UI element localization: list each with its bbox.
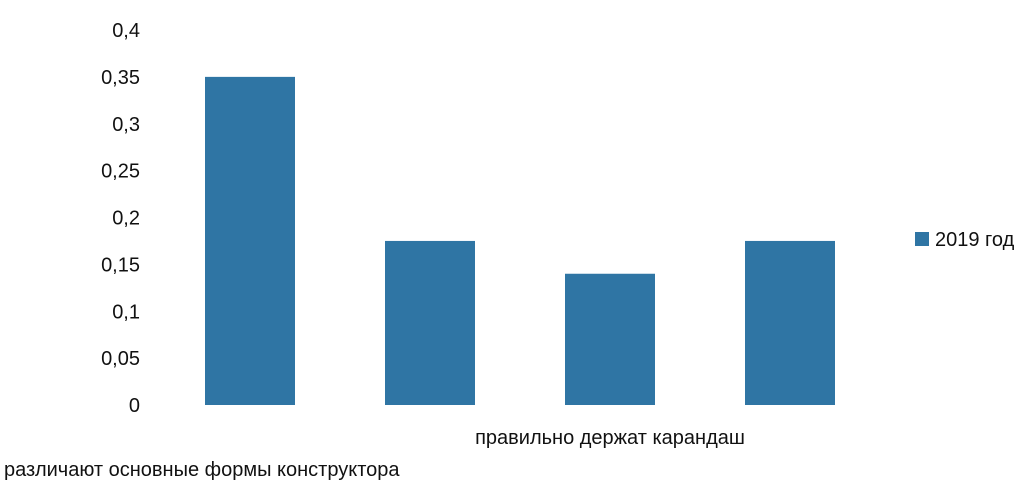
y-tick-label: 0,1 <box>112 301 140 323</box>
y-tick-label: 0,35 <box>101 67 140 89</box>
bars <box>205 76 835 405</box>
y-tick-label: 0,25 <box>101 161 140 183</box>
bar <box>205 76 295 405</box>
legend: 2019 год <box>915 229 1015 251</box>
bottom-category-label: различают основные формы конструктора <box>4 459 400 481</box>
y-tick-label: 0,2 <box>112 208 140 230</box>
bar <box>385 240 475 405</box>
y-tick-label: 0,3 <box>112 114 140 136</box>
y-tick-label: 0 <box>129 395 140 417</box>
bar <box>745 240 835 405</box>
y-tick-label: 0,15 <box>101 254 140 276</box>
category-label: правильно держат карандаш <box>475 427 745 449</box>
bar <box>565 273 655 405</box>
category-labels: правильно держат карандаш <box>475 427 745 449</box>
y-tick-label: 0,05 <box>101 348 140 370</box>
legend-swatch <box>915 232 929 246</box>
y-axis-ticks: 0 0,05 0,1 0,15 0,2 0,25 0,3 0,35 0,4 <box>101 20 140 417</box>
y-tick-label: 0,4 <box>112 20 140 42</box>
legend-label: 2019 год <box>935 229 1015 251</box>
